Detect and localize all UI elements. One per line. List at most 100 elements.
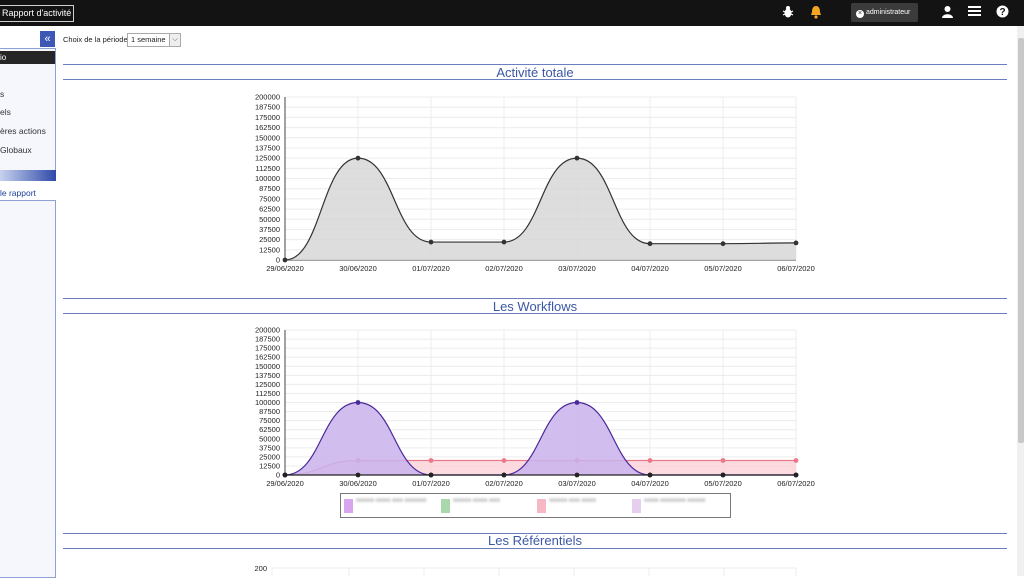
period-select[interactable]: 1 semaine ⌵ [127,33,181,47]
data-point [355,400,361,405]
x-tick-label: 06/07/2020 [777,479,815,488]
sidebar-section-header [0,170,56,181]
sidebar-item-2[interactable]: els [0,107,11,117]
help-icon[interactable]: ? [994,5,1010,21]
legend-swatch [344,499,353,513]
user-menu-button[interactable]: × administrateur [851,3,918,22]
legend-item[interactable]: ■■■■■ ■■■■ ■■■ [441,497,536,514]
user-icon[interactable] [939,5,955,21]
data-point [647,458,653,463]
data-point [355,472,361,478]
y-tick-label: 112500 [256,164,280,173]
data-point [793,472,799,478]
data-point [282,472,288,478]
collapse-sidebar-button[interactable]: « [40,31,55,47]
x-tick-label: 30/06/2020 [339,264,377,273]
x-tick-label: 03/07/2020 [558,479,596,488]
section-title-referentiels: Les Référentiels [488,533,582,548]
y-tick-label: 12500 [259,461,280,470]
data-point [720,472,726,478]
x-tick-label: 01/07/2020 [412,479,450,488]
sidebar-report-panel [0,200,56,578]
bell-icon[interactable] [808,5,824,21]
sidebar-item-1[interactable]: s [0,89,5,99]
data-point [720,458,726,463]
section-title-activite: Activité totale [496,65,574,80]
x-tick-label: 05/07/2020 [704,479,742,488]
legend-swatch [441,499,450,513]
scrollbar-thumb[interactable] [1018,38,1024,443]
y-tick-label: 37500 [259,443,280,452]
y-tick-label: 200000 [255,326,280,335]
y-tick-label: 0 [276,471,280,480]
data-point [501,239,507,245]
data-point [647,241,653,247]
x-tick-label: 04/07/2020 [631,264,669,273]
period-select-value: 1 semaine [131,35,166,44]
x-tick-label: 06/07/2020 [777,264,815,273]
data-point [793,458,799,463]
x-tick-label: 04/07/2020 [631,479,669,488]
y-tick-label: 0 [276,256,280,265]
x-tick-label: 02/07/2020 [485,264,523,273]
section-divider [63,298,1007,299]
data-point [793,240,799,246]
legend-item[interactable]: ■■■■ ■■■■■■■ ■■■■■ [632,497,727,514]
x-tick-label: 29/06/2020 [266,264,304,273]
section-title-workflows: Les Workflows [492,299,578,314]
y-tick-label: 150000 [255,362,280,371]
y-tick-label: 25000 [259,235,280,244]
y-tick-label: 37500 [259,225,280,234]
y-tick-label: 200 [254,564,267,573]
section-divider [63,313,1007,314]
legend-text: ■■■■■ ■■■■ ■■■ [453,498,500,504]
data-point [428,458,434,463]
y-tick-label: 187500 [255,335,280,344]
section-divider [63,548,1007,549]
legend-text: ■■■■ ■■■■■■■ ■■■■■ [644,498,706,504]
y-tick-label: 25000 [259,452,280,461]
y-tick-label: 62500 [259,205,280,214]
chart-legend: ■■■■■ ■■■■ ■■■ ■■■■■■ ■■■■■ ■■■■ ■■■ ■■■… [340,493,731,518]
legend-item[interactable]: ■■■■■ ■■■ ■■■■ [537,497,632,514]
section-divider [63,79,1007,80]
y-tick-label: 75000 [259,194,280,203]
data-point [647,472,653,478]
y-tick-label: 87500 [259,184,280,193]
x-tick-label: 03/07/2020 [558,264,596,273]
svg-text:?: ? [999,7,1005,18]
sidebar-item-active[interactable]: io [0,51,55,64]
sidebar-report-link[interactable]: le rapport [0,188,36,198]
data-point [574,155,580,161]
section-divider [63,533,1007,534]
y-tick-label: 125000 [255,380,280,389]
sidebar-item-3[interactable]: ères actions [0,126,46,136]
data-point [282,257,288,263]
y-tick-label: 100000 [255,174,280,183]
data-point [355,155,361,161]
y-tick-label: 12500 [259,245,280,254]
x-tick-label: 29/06/2020 [266,479,304,488]
user-name: administrateur [866,9,911,16]
y-tick-label: 62500 [259,425,280,434]
series-area [285,158,796,260]
chevron-down-icon: ⌵ [169,34,180,46]
legend-item[interactable]: ■■■■■ ■■■■ ■■■ ■■■■■■ [344,497,439,514]
y-tick-label: 162500 [255,353,280,362]
app-title[interactable]: Rapport d'activité [0,5,75,22]
data-point [574,400,580,405]
sidebar-item-4[interactable]: Globaux [0,145,32,155]
x-tick-label: 02/07/2020 [485,479,523,488]
y-tick-label: 50000 [259,215,280,224]
data-point [428,239,434,245]
hamburger-menu-icon[interactable] [966,5,982,21]
legend-swatch [537,499,546,513]
legend-swatch [632,499,641,513]
y-tick-label: 137500 [255,371,280,380]
y-tick-label: 175000 [255,344,280,353]
bug-icon[interactable] [780,5,796,21]
y-tick-label: 112500 [256,389,280,398]
legend-text: ■■■■■ ■■■ ■■■■ [549,498,596,504]
top-bar: Rapport d'activité × administrateur ? [0,0,1024,26]
